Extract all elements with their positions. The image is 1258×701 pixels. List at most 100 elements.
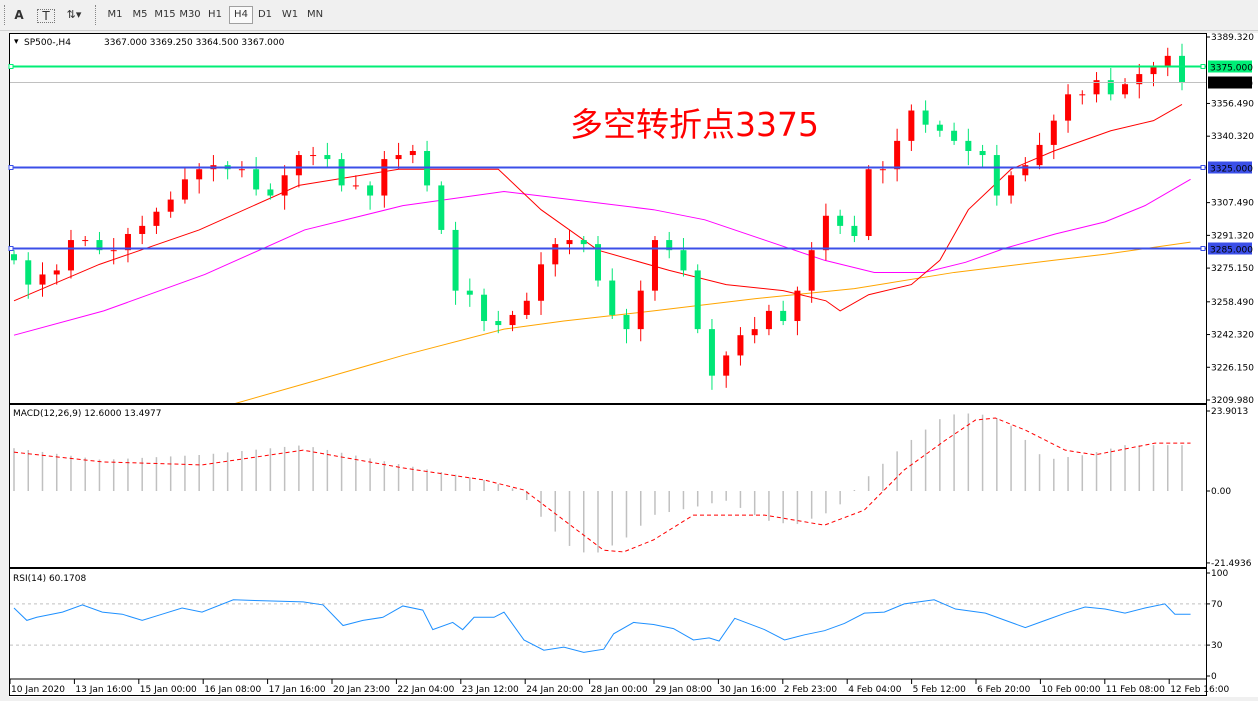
candle (1164, 47, 1171, 77)
candle-body (409, 150, 416, 156)
level-handle[interactable] (1200, 246, 1206, 251)
candle-body (438, 185, 445, 230)
candle-body (979, 150, 986, 156)
candle-body (538, 264, 545, 301)
candle (922, 100, 929, 133)
candle (481, 288, 488, 332)
candle (623, 308, 630, 344)
timeframe-h4-button[interactable]: H4 (229, 6, 253, 24)
candle (808, 242, 815, 303)
candle (352, 175, 359, 190)
candle-body (1107, 80, 1114, 95)
candle-body (708, 329, 715, 376)
toolbar-grip (4, 5, 7, 25)
candle-body (922, 110, 929, 125)
candle-body (1122, 84, 1129, 95)
level-handle[interactable] (8, 165, 14, 170)
level-handle[interactable] (8, 64, 14, 69)
annotation-text[interactable]: 多空转折点3375 (570, 105, 819, 144)
candle (908, 104, 915, 151)
timeframe-mn-button[interactable]: MN (306, 9, 324, 20)
price-tick-label: 3226.150 (1211, 363, 1254, 373)
candle-body (1164, 55, 1171, 66)
timeframe-d1-button[interactable]: D1 (257, 9, 273, 20)
level-handle[interactable] (1200, 64, 1206, 69)
timeframe-m5-button[interactable]: M5 (132, 9, 148, 20)
candle (238, 161, 245, 178)
candle-body (82, 240, 89, 242)
candle-body (139, 225, 146, 234)
timeframe-w1-button[interactable]: W1 (281, 9, 299, 20)
candle-body (452, 229, 459, 291)
candle-body (566, 240, 573, 245)
candle (780, 300, 787, 326)
chart-background (9, 33, 1258, 697)
candle (96, 231, 103, 255)
candle-body (253, 169, 260, 190)
candle-body (580, 240, 587, 245)
candle (310, 146, 317, 166)
candle-body (1050, 120, 1057, 145)
candle (267, 183, 274, 200)
candle (1036, 132, 1043, 170)
arrows-icon[interactable]: ⇅▾ (66, 8, 82, 21)
ma-fast-line (13, 104, 1183, 312)
candle-body (723, 355, 730, 376)
level-handle[interactable] (8, 246, 14, 251)
candle (737, 327, 744, 366)
time-tick-label: 17 Jan 16:00 (269, 685, 326, 695)
chart-symbol: SP500-,H4 (24, 38, 71, 48)
macd-tick-label: 0.00 (1211, 487, 1231, 497)
text-label-icon[interactable]: T (37, 9, 55, 23)
candle (822, 203, 829, 261)
candle-body (794, 290, 801, 322)
candle-body (623, 314, 630, 330)
price-tick-label: 3389.320 (1211, 33, 1254, 43)
candle (1008, 171, 1015, 204)
candle (851, 215, 858, 243)
candle-body (367, 185, 374, 196)
level-price-tag (1208, 60, 1252, 73)
candle (936, 120, 943, 137)
time-tick-label: 28 Jan 00:00 (591, 685, 648, 695)
timeframe-m15-button[interactable]: M15 (154, 9, 176, 20)
candle (651, 236, 658, 301)
candle (894, 128, 901, 182)
candle-body (666, 240, 673, 251)
candle (253, 157, 260, 196)
level-price-label: 3375.000 (1210, 64, 1253, 74)
candle-body (281, 175, 288, 196)
timeframe-h1-button[interactable]: H1 (208, 9, 222, 20)
candle-body (167, 199, 174, 212)
candle-body (751, 329, 758, 336)
time-tick-label: 16 Jan 08:00 (204, 685, 261, 695)
rsi-tick-label: 70 (1211, 600, 1223, 610)
candle (879, 161, 886, 184)
candle (951, 122, 958, 145)
rsi-tick-label: 0 (1211, 672, 1217, 682)
candle (1050, 114, 1057, 160)
candle (723, 351, 730, 388)
time-tick-label: 5 Feb 12:00 (913, 685, 967, 695)
candle-body (737, 335, 744, 356)
timeframe-m30-button[interactable]: M30 (179, 9, 201, 20)
candle-body (238, 169, 245, 171)
candle-body (96, 240, 103, 251)
chart-header-arrow-icon[interactable]: ▾ (14, 37, 19, 47)
chart-ohlc: 3367.000 3369.250 3364.500 3367.000 (104, 38, 285, 48)
candle-body (680, 250, 687, 271)
candle-body (1136, 74, 1143, 85)
level-price-label: 3285.000 (1210, 246, 1253, 256)
timeframe-m1-button[interactable]: M1 (107, 9, 123, 20)
candle (765, 304, 772, 336)
candle (865, 165, 872, 241)
candle (452, 221, 459, 305)
candle (666, 231, 673, 259)
level-handle[interactable] (1200, 165, 1206, 170)
text-a-icon[interactable]: A (14, 8, 24, 22)
candle (381, 150, 388, 208)
candle (680, 238, 687, 277)
candle (110, 238, 117, 265)
candle (67, 229, 74, 279)
